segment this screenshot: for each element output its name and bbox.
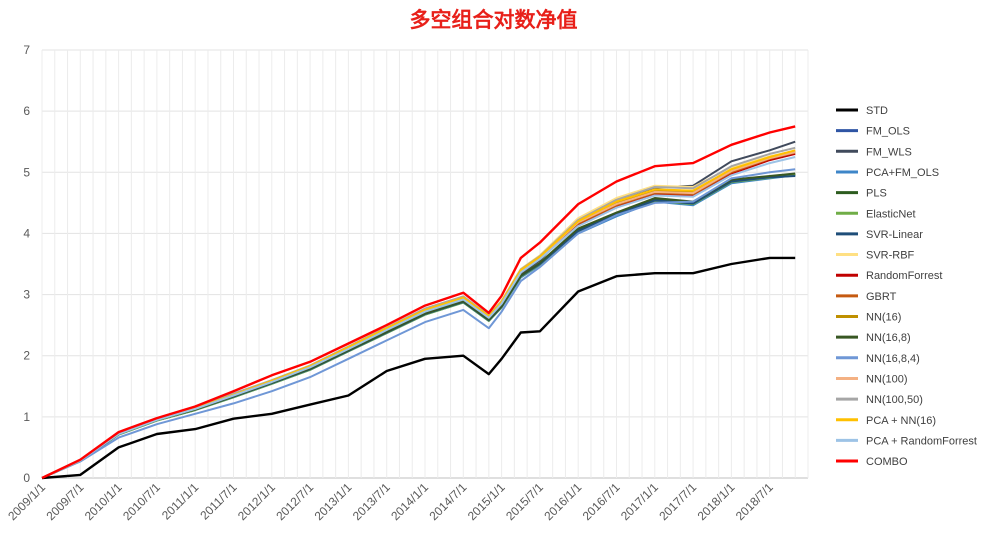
series-line-std — [41, 256, 796, 480]
x-tick-label: 2016/1/1 — [541, 480, 584, 523]
y-tick-label: 1 — [23, 410, 30, 424]
x-tick-label: 2009/7/1 — [43, 480, 86, 523]
y-tick-label: 4 — [23, 226, 30, 240]
legend-label: ElasticNet — [866, 208, 916, 220]
gridlines — [41, 49, 809, 479]
x-tick-label: 2014/1/1 — [388, 480, 431, 523]
legend-label: FM_WLS — [866, 146, 912, 158]
legend-label: NN(16,8) — [866, 332, 911, 344]
legend-label: STD — [866, 105, 888, 117]
y-tick-label: 0 — [23, 471, 30, 485]
x-tick-label: 2012/7/1 — [273, 480, 316, 523]
series-line-pca-fm-ols — [41, 174, 796, 479]
series-lines — [41, 125, 796, 480]
series-line-elasticnet — [41, 173, 796, 479]
y-tick-label: 5 — [23, 165, 30, 179]
x-tick-label: 2018/7/1 — [733, 480, 776, 523]
legend-label: PCA + NN(16) — [866, 415, 936, 427]
y-axis-ticks: 0 1 2 3 4 5 6 7 — [23, 43, 30, 485]
series-line-nn-16-8-4- — [41, 168, 796, 479]
series-line-svr-linear — [41, 175, 796, 479]
x-axis-ticks: 2009/1/12009/7/12010/1/12010/7/12011/1/1… — [5, 480, 776, 523]
y-tick-label: 6 — [23, 104, 30, 118]
legend-label: NN(16,8,4) — [866, 353, 920, 365]
y-tick-label: 3 — [23, 288, 30, 302]
x-tick-label: 2010/1/1 — [82, 480, 125, 523]
x-tick-label: 2011/7/1 — [197, 480, 240, 523]
x-tick-label: 2015/1/1 — [465, 480, 508, 523]
legend-label: NN(16) — [866, 312, 901, 324]
x-tick-label: 2012/1/1 — [235, 480, 278, 523]
x-tick-label: 2013/1/1 — [312, 480, 355, 523]
series-line-fm-ols — [41, 174, 796, 479]
x-tick-label: 2011/1/1 — [159, 480, 202, 523]
legend-label: PCA + RandomForrest — [866, 435, 977, 447]
x-tick-label: 2018/1/1 — [695, 480, 738, 523]
legend-label: SVR-Linear — [866, 229, 923, 241]
x-tick-label: 2014/7/1 — [426, 480, 469, 523]
chart-title: 多空组合对数净值 — [409, 8, 578, 32]
series-line-pca-randomforrest — [41, 156, 796, 479]
legend-label: NN(100,50) — [866, 394, 923, 406]
y-tick-label: 7 — [23, 43, 30, 57]
x-tick-label: 2015/7/1 — [503, 480, 546, 523]
legend-label: FM_OLS — [866, 126, 910, 138]
series-line-combo — [41, 125, 796, 480]
legend-label: GBRT — [866, 291, 897, 303]
legend-label: SVR-RBF — [866, 250, 915, 262]
x-tick-label: 2010/7/1 — [120, 480, 163, 523]
legend-label: PLS — [866, 188, 887, 200]
legend-label: COMBO — [866, 456, 908, 468]
x-tick-label: 2017/1/1 — [618, 480, 661, 523]
x-tick-label: 2013/7/1 — [350, 480, 393, 523]
legend: STD FM_OLS FM_WLS PCA+FM_OLS PLS ElasticNet SV… — [836, 105, 977, 468]
legend-label: PCA+FM_OLS — [866, 167, 939, 179]
x-tick-label: 2017/7/1 — [656, 480, 699, 523]
x-tick-label: 2016/7/1 — [580, 480, 623, 523]
y-tick-label: 2 — [23, 349, 30, 363]
x-tick-label: 2009/1/1 — [5, 480, 48, 523]
legend-label: NN(100) — [866, 373, 908, 385]
legend-label: RandomForrest — [866, 270, 942, 282]
